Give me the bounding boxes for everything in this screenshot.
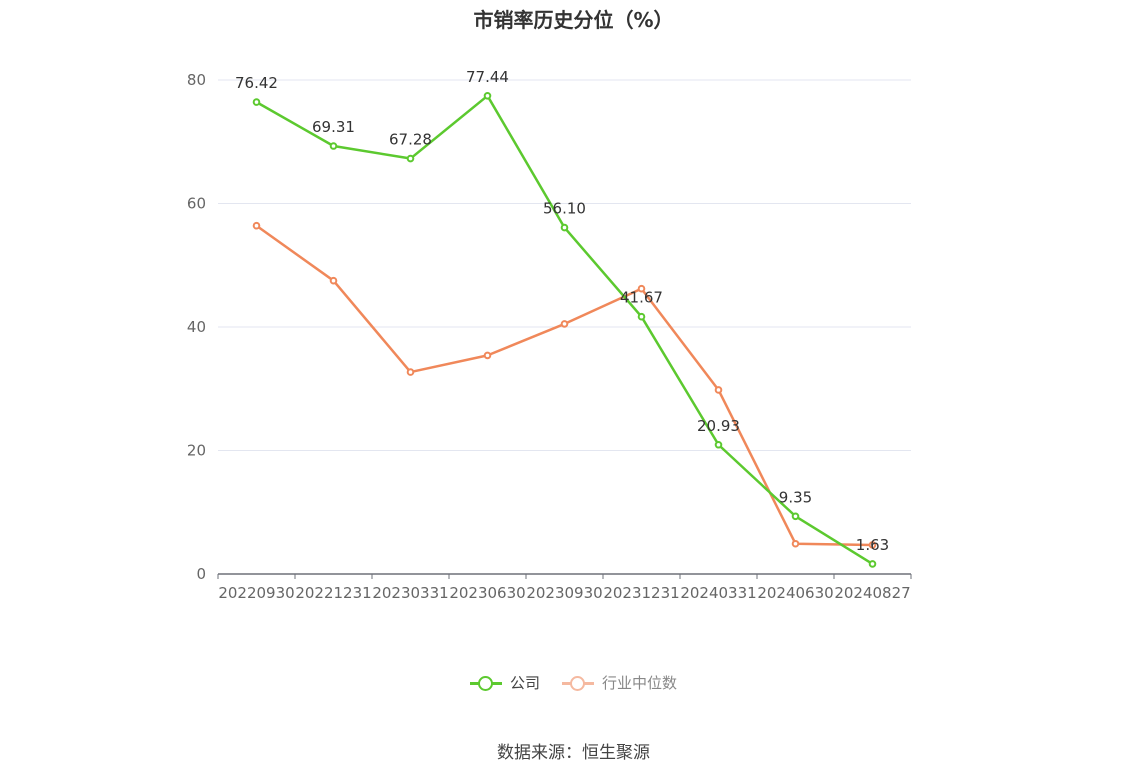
legend-label: 行业中位数 [602, 674, 678, 692]
data-point [483, 92, 492, 100]
data-point [637, 312, 646, 321]
x-tick-label: 20230630 [449, 584, 525, 602]
data-label: 77.44 [466, 68, 509, 86]
x-tick-label: 20231231 [603, 584, 679, 602]
data-point [252, 98, 261, 106]
data-point [637, 284, 646, 293]
x-tick-label: 20240331 [680, 584, 756, 602]
data-label: 9.35 [779, 488, 812, 506]
data-label: 69.31 [312, 118, 355, 136]
data-point [483, 351, 492, 360]
data-point [791, 512, 800, 521]
x-tick-label: 20220930 [218, 584, 294, 602]
data-point [406, 368, 415, 376]
series [252, 92, 877, 568]
legend-item[interactable]: 公司 [469, 672, 540, 693]
x-tick-label: 20240827 [834, 584, 910, 602]
legend-circle [477, 675, 493, 691]
y-tick-label: 0 [196, 565, 206, 583]
legend-swatch-icon [469, 675, 502, 691]
data-point [868, 541, 877, 549]
data-point [560, 223, 569, 232]
source-note: 数据来源：恒生聚源 [497, 743, 650, 763]
data-label: 20.93 [697, 417, 740, 435]
legend-item[interactable]: 行业中位数 [562, 672, 677, 693]
data-point [714, 440, 723, 449]
data-point [560, 320, 569, 328]
y-tick-label: 40 [187, 318, 206, 336]
legend-swatch-icon [562, 675, 594, 691]
x-tick-label: 20221231 [295, 584, 371, 602]
line-chart: 0 20 40 60 80 20220930 20221231 20230331 202306… [187, 68, 912, 602]
x-tick-label: 20240630 [757, 584, 833, 602]
data-label: 67.28 [389, 131, 432, 149]
data-label: 76.42 [235, 74, 278, 92]
y-axis: 0 20 40 60 80 [187, 71, 206, 583]
data-point [868, 560, 877, 568]
y-tick-label: 80 [187, 71, 206, 89]
x-tick-label: 20230930 [526, 584, 602, 602]
x-axis: 20220930 20221231 20230331 20230630 20230930… [217, 573, 912, 602]
legend-label: 公司 [509, 674, 540, 692]
data-labels: 76.42 69.31 67.28 77.44 56.10 41.67 20.93 9.35 1… [235, 68, 889, 554]
data-point [329, 142, 338, 150]
legend: 公司 行业中位数 [0, 672, 1147, 693]
data-point [791, 539, 800, 548]
chart-title: 市销率历史分位（%） [473, 8, 674, 32]
y-tick-label: 20 [187, 442, 206, 460]
x-tick-label: 20230331 [372, 584, 448, 602]
data-point [406, 154, 415, 163]
legend-circle [570, 675, 585, 691]
y-tick-label: 60 [187, 195, 206, 213]
data-label: 1.63 [856, 536, 889, 554]
data-point [329, 276, 338, 285]
data-label: 41.67 [620, 289, 663, 307]
data-label: 56.10 [543, 200, 586, 218]
data-point [252, 221, 261, 230]
data-point [714, 386, 723, 394]
